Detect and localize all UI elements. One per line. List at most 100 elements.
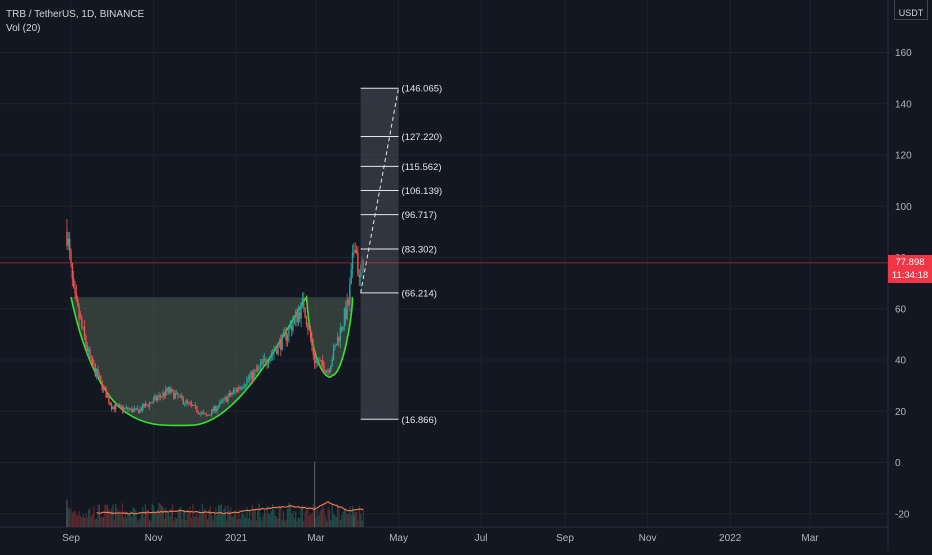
candle-body <box>162 392 164 397</box>
volume-bar <box>167 513 170 527</box>
candle-body <box>196 406 198 412</box>
volume-bar <box>154 510 156 527</box>
candle-body <box>165 389 167 396</box>
candle-body <box>137 409 140 413</box>
volume-bar <box>161 505 163 527</box>
last-price-value: 77.898 <box>895 257 925 268</box>
volume-bar <box>301 505 304 527</box>
volume-bar <box>251 504 253 527</box>
volume-bar <box>337 504 339 527</box>
candle-body <box>67 238 69 246</box>
candle-body <box>277 343 279 354</box>
volume-bar <box>331 503 333 527</box>
volume-bar <box>134 508 136 527</box>
candle-body <box>273 351 275 354</box>
volume-bar <box>115 503 117 527</box>
candle-body <box>200 412 202 415</box>
candle-body <box>197 411 199 414</box>
volume-bar <box>219 505 221 527</box>
candle-body <box>104 386 106 389</box>
volume-bar <box>291 513 293 527</box>
currency-label[interactable]: USDT <box>894 0 928 20</box>
candle-body <box>100 376 102 381</box>
candle-body <box>212 409 214 411</box>
candle-body <box>243 386 245 388</box>
volume-bar <box>239 518 241 527</box>
candle-body <box>238 387 240 389</box>
volume-bar <box>94 519 96 527</box>
candle-body <box>175 392 178 394</box>
candle-body <box>285 332 287 341</box>
currency-text: USDT <box>898 8 924 18</box>
candle-body <box>116 404 118 406</box>
volume-bar <box>105 504 107 527</box>
volume-bar <box>78 510 80 527</box>
candle-body <box>296 312 298 323</box>
volume-bar <box>255 520 258 527</box>
candle-body <box>185 400 187 404</box>
volume-bar <box>305 509 308 527</box>
volume-bar <box>83 518 86 527</box>
volume-bar <box>215 507 217 527</box>
candle-body <box>151 402 153 403</box>
price-tick-label: 160 <box>895 48 912 59</box>
volume-bar <box>224 506 226 527</box>
candle-body <box>192 404 194 406</box>
volume-bar <box>300 508 302 527</box>
candle-body <box>194 405 197 407</box>
volume-bar <box>346 514 348 527</box>
volume-bar <box>213 513 216 527</box>
candle-body <box>173 390 175 399</box>
time-tick-label: 2021 <box>225 533 248 544</box>
volume-bar <box>262 515 264 527</box>
candle-body <box>124 407 126 409</box>
volume-bar <box>92 513 94 527</box>
candle-body <box>178 396 180 397</box>
candle-body <box>68 238 71 252</box>
candle-body <box>193 405 195 406</box>
candle-body <box>304 307 306 318</box>
candle-body <box>284 332 286 333</box>
volume-bar <box>250 520 252 527</box>
symbol-label[interactable]: TRB / TetherUS, 1D, BINANCE <box>6 9 145 20</box>
candle-body <box>289 325 291 328</box>
price-axis: 160140120100806040200-20 <box>895 48 912 520</box>
candle-body <box>102 386 105 390</box>
candle-body <box>75 293 78 299</box>
volume-bar <box>79 516 82 527</box>
volume-bar <box>339 519 341 527</box>
time-tick-label: Nov <box>639 533 657 544</box>
volume-bar <box>75 514 78 527</box>
candle-body <box>358 275 360 278</box>
candle-body <box>150 402 152 404</box>
candle-body <box>232 390 235 394</box>
candle-body <box>113 406 116 410</box>
volume-bar <box>258 503 260 527</box>
candle-body <box>201 412 203 414</box>
candle-body <box>117 404 120 406</box>
volume-bar <box>316 507 318 527</box>
volume-bar <box>205 514 207 527</box>
volume-bar <box>228 510 230 527</box>
candle-body <box>132 409 134 413</box>
candle-body <box>74 287 76 294</box>
volume-bar <box>128 514 130 527</box>
candle-body <box>71 263 74 279</box>
volume-bar <box>296 520 298 527</box>
candle-body <box>308 328 310 330</box>
volume-bar <box>186 509 188 527</box>
volume-bar <box>190 517 193 527</box>
volume-indicator-label[interactable]: Vol (20) <box>6 23 41 34</box>
candle-body <box>242 387 244 389</box>
price-tick-label: 100 <box>895 202 912 213</box>
candle-body <box>228 392 231 397</box>
candle-body <box>147 404 149 407</box>
candle-body <box>125 407 128 409</box>
volume-bar <box>104 504 106 527</box>
volume-bar <box>98 504 101 527</box>
candle-body <box>334 345 336 348</box>
candle-body <box>246 379 248 385</box>
volume-bar <box>350 514 352 527</box>
